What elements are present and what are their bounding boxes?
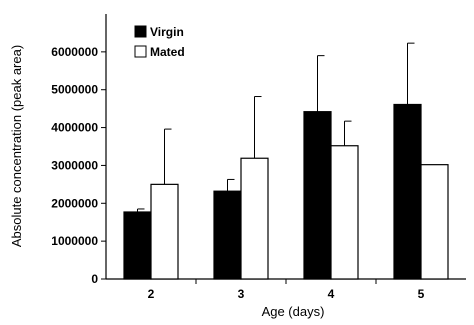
- x-axis: 2 3 4 5: [106, 278, 466, 301]
- bars: [123, 103, 449, 280]
- y-tick-label: 4000000: [51, 121, 98, 135]
- x-tick-label: 4: [328, 287, 335, 301]
- x-tick-label: 3: [238, 287, 245, 301]
- y-axis-label: Absolute concentration (peak area): [9, 45, 24, 247]
- y-tick-label: 1000000: [51, 234, 98, 248]
- error-bars: [137, 42, 415, 212]
- y-tick-label: 0: [91, 272, 98, 286]
- x-axis-label: Age (days): [262, 304, 325, 319]
- bar-virgin-3: [213, 190, 242, 280]
- bar-mated-5: [420, 164, 449, 280]
- x-tick-label: 5: [418, 287, 425, 301]
- bar-virgin-5: [393, 103, 422, 280]
- legend: Virgin Mated: [134, 25, 185, 59]
- legend-label-mated: Mated: [150, 45, 185, 59]
- bar-virgin-2: [123, 211, 152, 280]
- x-tick-label: 2: [148, 287, 155, 301]
- bar-mated-2: [150, 183, 179, 280]
- y-tick-label: 2000000: [51, 196, 98, 210]
- legend-swatch-mated: [134, 45, 147, 58]
- bar-virgin-4: [303, 111, 332, 280]
- y-tick-label: 6000000: [51, 45, 98, 59]
- bar-mated-4: [330, 145, 359, 280]
- y-axis: 0 1000000 2000000 3000000 4000000 5000000 6000…: [51, 14, 107, 286]
- y-tick-label: 3000000: [51, 158, 98, 172]
- legend-label-virgin: Virgin: [150, 25, 184, 39]
- bar-mated-3: [240, 157, 269, 280]
- y-tick-label: 5000000: [51, 83, 98, 97]
- legend-swatch-virgin: [134, 25, 147, 38]
